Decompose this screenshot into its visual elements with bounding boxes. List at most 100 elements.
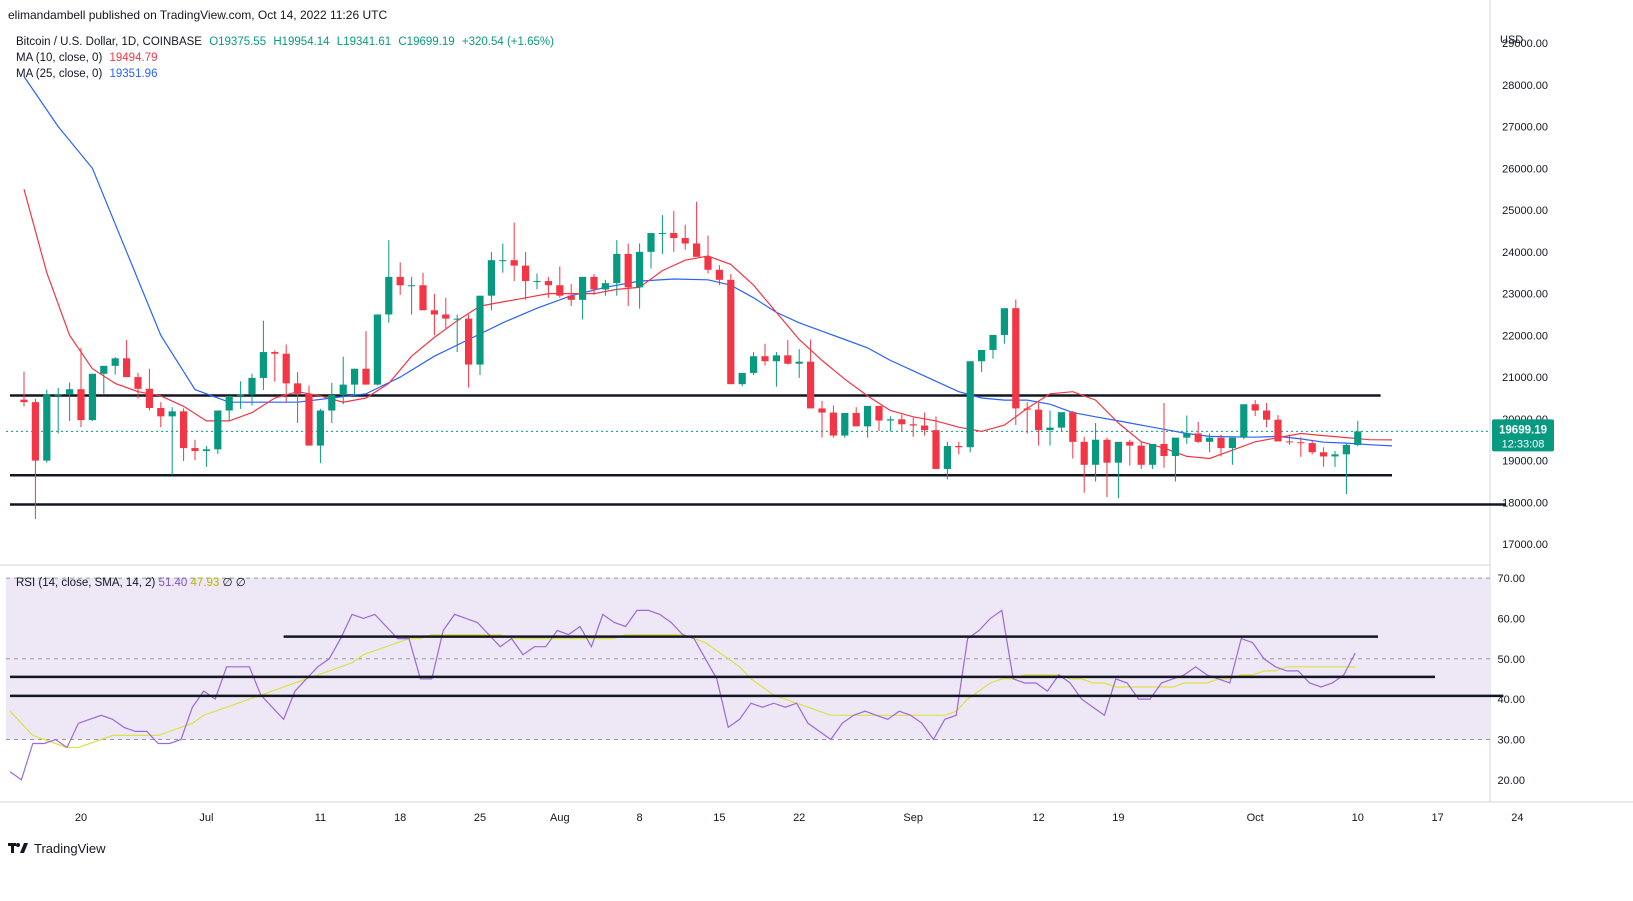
symbol-title: Bitcoin / U.S. Dollar, 1D, COINBASE xyxy=(16,36,202,48)
candle-body xyxy=(157,407,165,417)
candle-body xyxy=(123,358,131,378)
candle xyxy=(66,382,74,421)
candle-body xyxy=(453,318,461,320)
time-tick-label: 17 xyxy=(1431,812,1443,824)
candle xyxy=(955,441,963,455)
candle xyxy=(20,371,28,407)
time-tick-label: 24 xyxy=(1511,812,1523,824)
candle-body xyxy=(852,413,860,427)
candle xyxy=(100,365,108,394)
rsi-value: 51.40 xyxy=(158,577,188,589)
candle xyxy=(1149,443,1157,469)
candle xyxy=(225,395,233,421)
rsi-tick-label: 60.00 xyxy=(1497,613,1525,625)
candle-body xyxy=(1342,444,1350,455)
price-tick-label: 22000.00 xyxy=(1502,330,1548,342)
candle-body xyxy=(647,233,655,252)
candle xyxy=(852,407,860,427)
candle xyxy=(1217,434,1225,457)
chart-legend[interactable]: Bitcoin / U.S. Dollar, 1D, COINBASE O193… xyxy=(16,34,558,82)
candle xyxy=(818,400,826,438)
publisher-caption: elimandambell published on TradingView.c… xyxy=(8,8,388,22)
footer-brand-text: TradingView xyxy=(34,841,106,856)
rsi-legend[interactable]: RSI (14, close, SMA, 14, 2) 51.40 47.93 … xyxy=(16,575,246,589)
candle-body xyxy=(100,365,108,374)
candle xyxy=(31,398,39,520)
candle xyxy=(693,201,701,257)
candle xyxy=(909,417,917,437)
candle xyxy=(590,273,598,295)
candle-body xyxy=(1114,441,1122,463)
candle-body xyxy=(351,368,359,385)
candle-body xyxy=(465,318,473,365)
ma25-legend-row[interactable]: MA (25, close, 0) 19351.96 xyxy=(16,66,558,82)
candle-body xyxy=(875,405,883,421)
rsi-axis[interactable]: 70.00 60.00 50.00 40.00 30.00 20.00 xyxy=(1497,573,1525,787)
ohlc-high: H19954.14 xyxy=(273,36,330,48)
time-tick-label: 25 xyxy=(474,812,486,824)
candle xyxy=(1320,447,1328,467)
candle xyxy=(385,240,393,323)
candle-body xyxy=(1092,439,1100,465)
candle xyxy=(807,339,815,409)
candle-body xyxy=(841,413,849,436)
candle-body xyxy=(1149,443,1157,465)
candlestick-series xyxy=(20,201,1362,520)
candle-body xyxy=(396,276,404,286)
candle xyxy=(670,210,678,252)
time-axis[interactable]: 20 Jul 11 18 25 Aug 8 15 22 Sep 12 19 Oct 10 17 24 xyxy=(75,812,1524,824)
candle xyxy=(750,352,758,376)
ma10-label: MA (10, close, 0) xyxy=(16,52,103,64)
candle xyxy=(613,240,621,296)
price-tick-label: 24000.00 xyxy=(1502,247,1548,259)
candle xyxy=(237,381,245,409)
symbol-legend-row[interactable]: Bitcoin / U.S. Dollar, 1D, COINBASE O193… xyxy=(16,34,558,50)
candle xyxy=(601,279,609,296)
time-tick-label: Jul xyxy=(199,812,213,824)
candle-body xyxy=(271,352,279,354)
price-tick-label: 21000.00 xyxy=(1502,372,1548,384)
candle-body xyxy=(658,233,666,235)
candle xyxy=(1274,415,1282,442)
footer-branding[interactable]: TradingView xyxy=(8,841,106,856)
candle xyxy=(191,439,199,461)
candle-body xyxy=(1194,433,1202,442)
candle-body xyxy=(829,412,837,436)
candle-body xyxy=(909,424,917,426)
candle-body xyxy=(20,399,28,403)
candle xyxy=(145,368,153,411)
candle-body xyxy=(1069,412,1077,442)
candle-body xyxy=(579,276,587,300)
rsi-extra-1: ∅ xyxy=(222,577,233,589)
candle-body xyxy=(1206,437,1214,442)
ma10-legend-row[interactable]: MA (10, close, 0) 19494.79 xyxy=(16,50,558,66)
candle-body xyxy=(510,260,518,266)
candle xyxy=(761,343,769,366)
candle-body xyxy=(1228,437,1236,449)
candle-body xyxy=(613,253,621,284)
candle-body xyxy=(955,445,963,448)
time-tick-label: Oct xyxy=(1247,812,1264,824)
time-tick-label: 10 xyxy=(1352,812,1364,824)
candle xyxy=(579,276,587,320)
candle xyxy=(647,233,655,269)
candle xyxy=(1194,421,1202,444)
rsi-sma-value: 47.93 xyxy=(190,577,220,589)
candle xyxy=(1103,437,1111,497)
candle xyxy=(339,356,347,405)
candle xyxy=(932,416,940,469)
price-tick-label: 18000.00 xyxy=(1502,497,1548,509)
candle xyxy=(1240,404,1248,440)
candle-body xyxy=(202,449,210,452)
candle xyxy=(248,373,256,406)
candle xyxy=(921,412,929,436)
candle xyxy=(1080,436,1088,493)
candle-body xyxy=(670,233,678,239)
candle xyxy=(214,410,222,454)
price-tick-label: 25000.00 xyxy=(1502,205,1548,217)
candle xyxy=(259,320,267,391)
candle-body xyxy=(1354,431,1362,445)
